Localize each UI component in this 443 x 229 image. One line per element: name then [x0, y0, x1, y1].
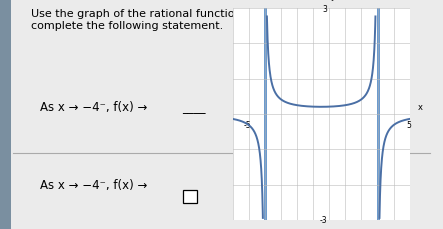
Bar [0, 0, 11, 229]
Text: -3: -3 [319, 215, 327, 224]
Text: As x → −4⁻, f(x) →: As x → −4⁻, f(x) → [40, 101, 147, 114]
Text: ____: ____ [182, 101, 205, 114]
Text: x: x [418, 103, 423, 112]
Text: Use the graph of the rational function to
complete the following statement.: Use the graph of the rational function t… [31, 9, 256, 31]
Text: -5: -5 [244, 121, 252, 130]
Text: 5: 5 [407, 121, 412, 130]
Text: As x → −4⁻, f(x) →: As x → −4⁻, f(x) → [40, 179, 147, 192]
Text: 3: 3 [322, 5, 327, 14]
FancyBboxPatch shape [183, 190, 197, 203]
Text: y: y [331, 0, 336, 1]
